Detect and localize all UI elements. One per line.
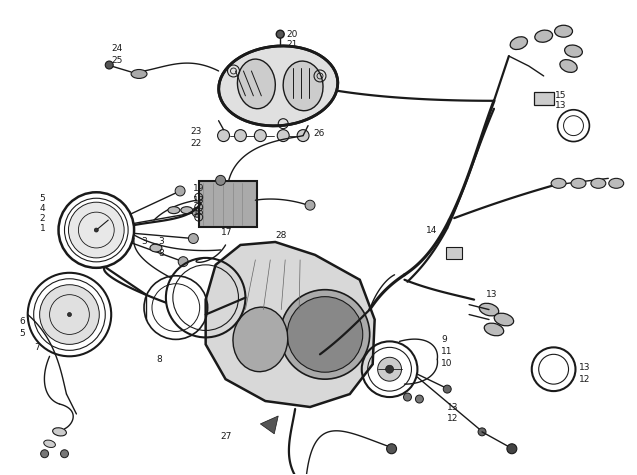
Circle shape: [39, 285, 99, 344]
Circle shape: [218, 130, 229, 142]
Ellipse shape: [484, 323, 504, 336]
Ellipse shape: [233, 307, 288, 371]
Text: 5: 5: [20, 329, 25, 338]
Ellipse shape: [238, 59, 275, 109]
Text: 25: 25: [111, 56, 122, 65]
Text: 7: 7: [34, 343, 40, 352]
Circle shape: [215, 175, 225, 185]
Ellipse shape: [555, 25, 573, 37]
Text: 4: 4: [39, 204, 45, 213]
Circle shape: [178, 256, 188, 266]
Ellipse shape: [560, 60, 577, 72]
Text: 10: 10: [441, 359, 453, 368]
Text: 13: 13: [555, 101, 566, 110]
Circle shape: [68, 313, 71, 316]
Circle shape: [443, 385, 451, 393]
Text: 22: 22: [190, 139, 202, 148]
Circle shape: [41, 450, 48, 458]
Ellipse shape: [53, 428, 66, 436]
Ellipse shape: [591, 178, 606, 188]
Circle shape: [94, 228, 98, 232]
FancyBboxPatch shape: [199, 181, 257, 227]
Ellipse shape: [551, 178, 566, 188]
Ellipse shape: [564, 45, 582, 57]
Text: 24: 24: [111, 44, 122, 53]
Circle shape: [189, 234, 198, 244]
Circle shape: [68, 202, 124, 258]
Ellipse shape: [150, 244, 162, 252]
Text: 21: 21: [286, 39, 297, 48]
Text: 14: 14: [426, 226, 438, 235]
Text: 28: 28: [275, 230, 287, 239]
Text: 6: 6: [20, 317, 25, 326]
FancyBboxPatch shape: [447, 247, 462, 259]
Circle shape: [385, 365, 394, 373]
Text: 18: 18: [193, 196, 204, 205]
Text: 15: 15: [555, 91, 566, 100]
Polygon shape: [261, 416, 278, 434]
Circle shape: [478, 428, 486, 436]
Circle shape: [387, 444, 397, 454]
Ellipse shape: [571, 178, 586, 188]
Text: 11: 11: [441, 347, 453, 356]
Circle shape: [254, 130, 266, 142]
Text: 17: 17: [220, 228, 232, 237]
Text: 20: 20: [286, 30, 297, 38]
Text: 3: 3: [141, 238, 147, 247]
Circle shape: [297, 130, 309, 142]
Text: 8: 8: [158, 249, 164, 258]
Ellipse shape: [283, 61, 323, 111]
Text: 13: 13: [578, 363, 590, 372]
Ellipse shape: [168, 207, 180, 214]
Text: 3: 3: [158, 238, 164, 247]
Ellipse shape: [494, 313, 513, 326]
Text: 8: 8: [156, 355, 162, 364]
Ellipse shape: [44, 440, 55, 447]
Text: 1: 1: [39, 224, 45, 233]
Circle shape: [415, 395, 424, 403]
Circle shape: [507, 444, 517, 454]
Polygon shape: [206, 242, 375, 407]
Text: 16: 16: [193, 208, 204, 217]
Ellipse shape: [535, 30, 552, 42]
Circle shape: [105, 61, 113, 69]
Circle shape: [192, 207, 202, 217]
Text: 5: 5: [39, 194, 45, 203]
FancyBboxPatch shape: [534, 92, 554, 105]
Ellipse shape: [218, 46, 338, 126]
Ellipse shape: [131, 69, 147, 78]
Ellipse shape: [181, 207, 193, 214]
Ellipse shape: [609, 178, 624, 188]
Text: 23: 23: [190, 127, 202, 136]
Text: 2: 2: [39, 214, 45, 223]
Ellipse shape: [479, 303, 499, 316]
Text: 9: 9: [441, 335, 447, 344]
Text: 12: 12: [447, 414, 459, 423]
Text: 12: 12: [578, 375, 590, 384]
Circle shape: [287, 297, 362, 372]
Text: 26: 26: [313, 129, 324, 138]
Circle shape: [277, 130, 289, 142]
Circle shape: [234, 130, 247, 142]
Text: 19: 19: [193, 184, 204, 193]
Circle shape: [378, 357, 401, 381]
Ellipse shape: [510, 37, 527, 49]
Circle shape: [305, 200, 315, 210]
Text: 27: 27: [220, 432, 232, 441]
Text: 13: 13: [447, 402, 459, 411]
Circle shape: [280, 290, 369, 379]
Circle shape: [175, 186, 185, 196]
Circle shape: [61, 450, 68, 458]
Text: 13: 13: [486, 290, 497, 299]
Circle shape: [276, 30, 284, 38]
Circle shape: [403, 393, 412, 401]
